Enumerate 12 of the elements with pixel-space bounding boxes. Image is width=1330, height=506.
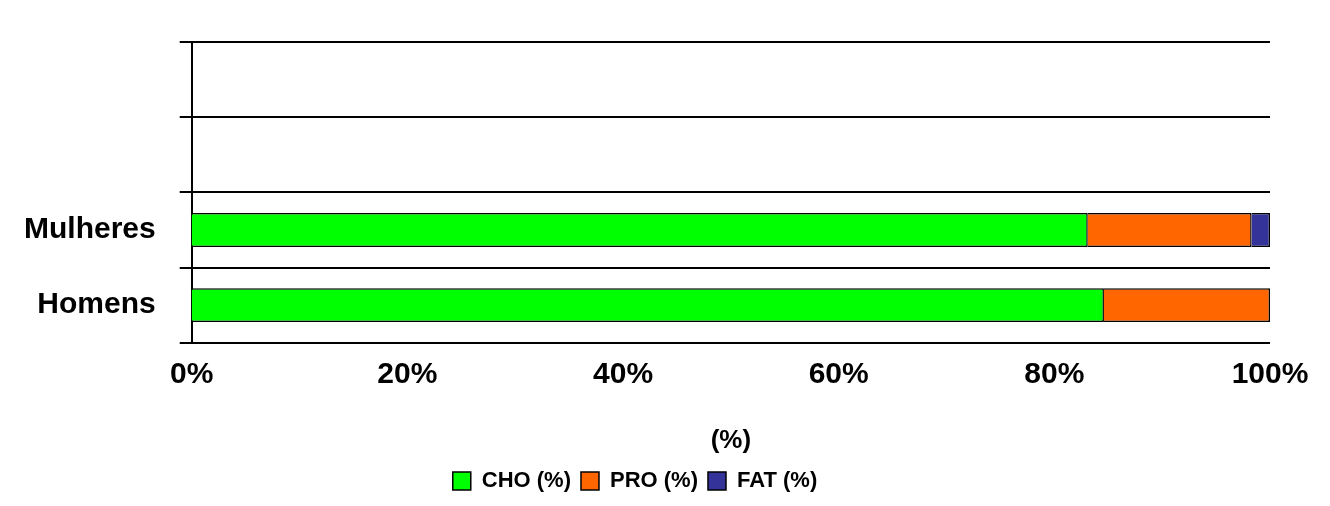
legend-label: FAT (%) bbox=[736, 467, 818, 493]
x-tick-label: 80% bbox=[1024, 356, 1085, 390]
x-tick-label: 20% bbox=[377, 356, 438, 390]
x-tick-label: 60% bbox=[808, 356, 869, 390]
y-tick-label: Homens bbox=[37, 286, 156, 320]
legend-label: CHO (%) bbox=[481, 467, 571, 493]
legend-label: PRO (%) bbox=[609, 467, 698, 493]
x-tick-label: 0% bbox=[170, 356, 214, 390]
x-axis-title: (%) bbox=[710, 423, 752, 454]
x-tick-label: 40% bbox=[593, 356, 654, 390]
x-tick-label: 100% bbox=[1231, 356, 1309, 390]
y-tick-label: Mulheres bbox=[23, 211, 156, 245]
